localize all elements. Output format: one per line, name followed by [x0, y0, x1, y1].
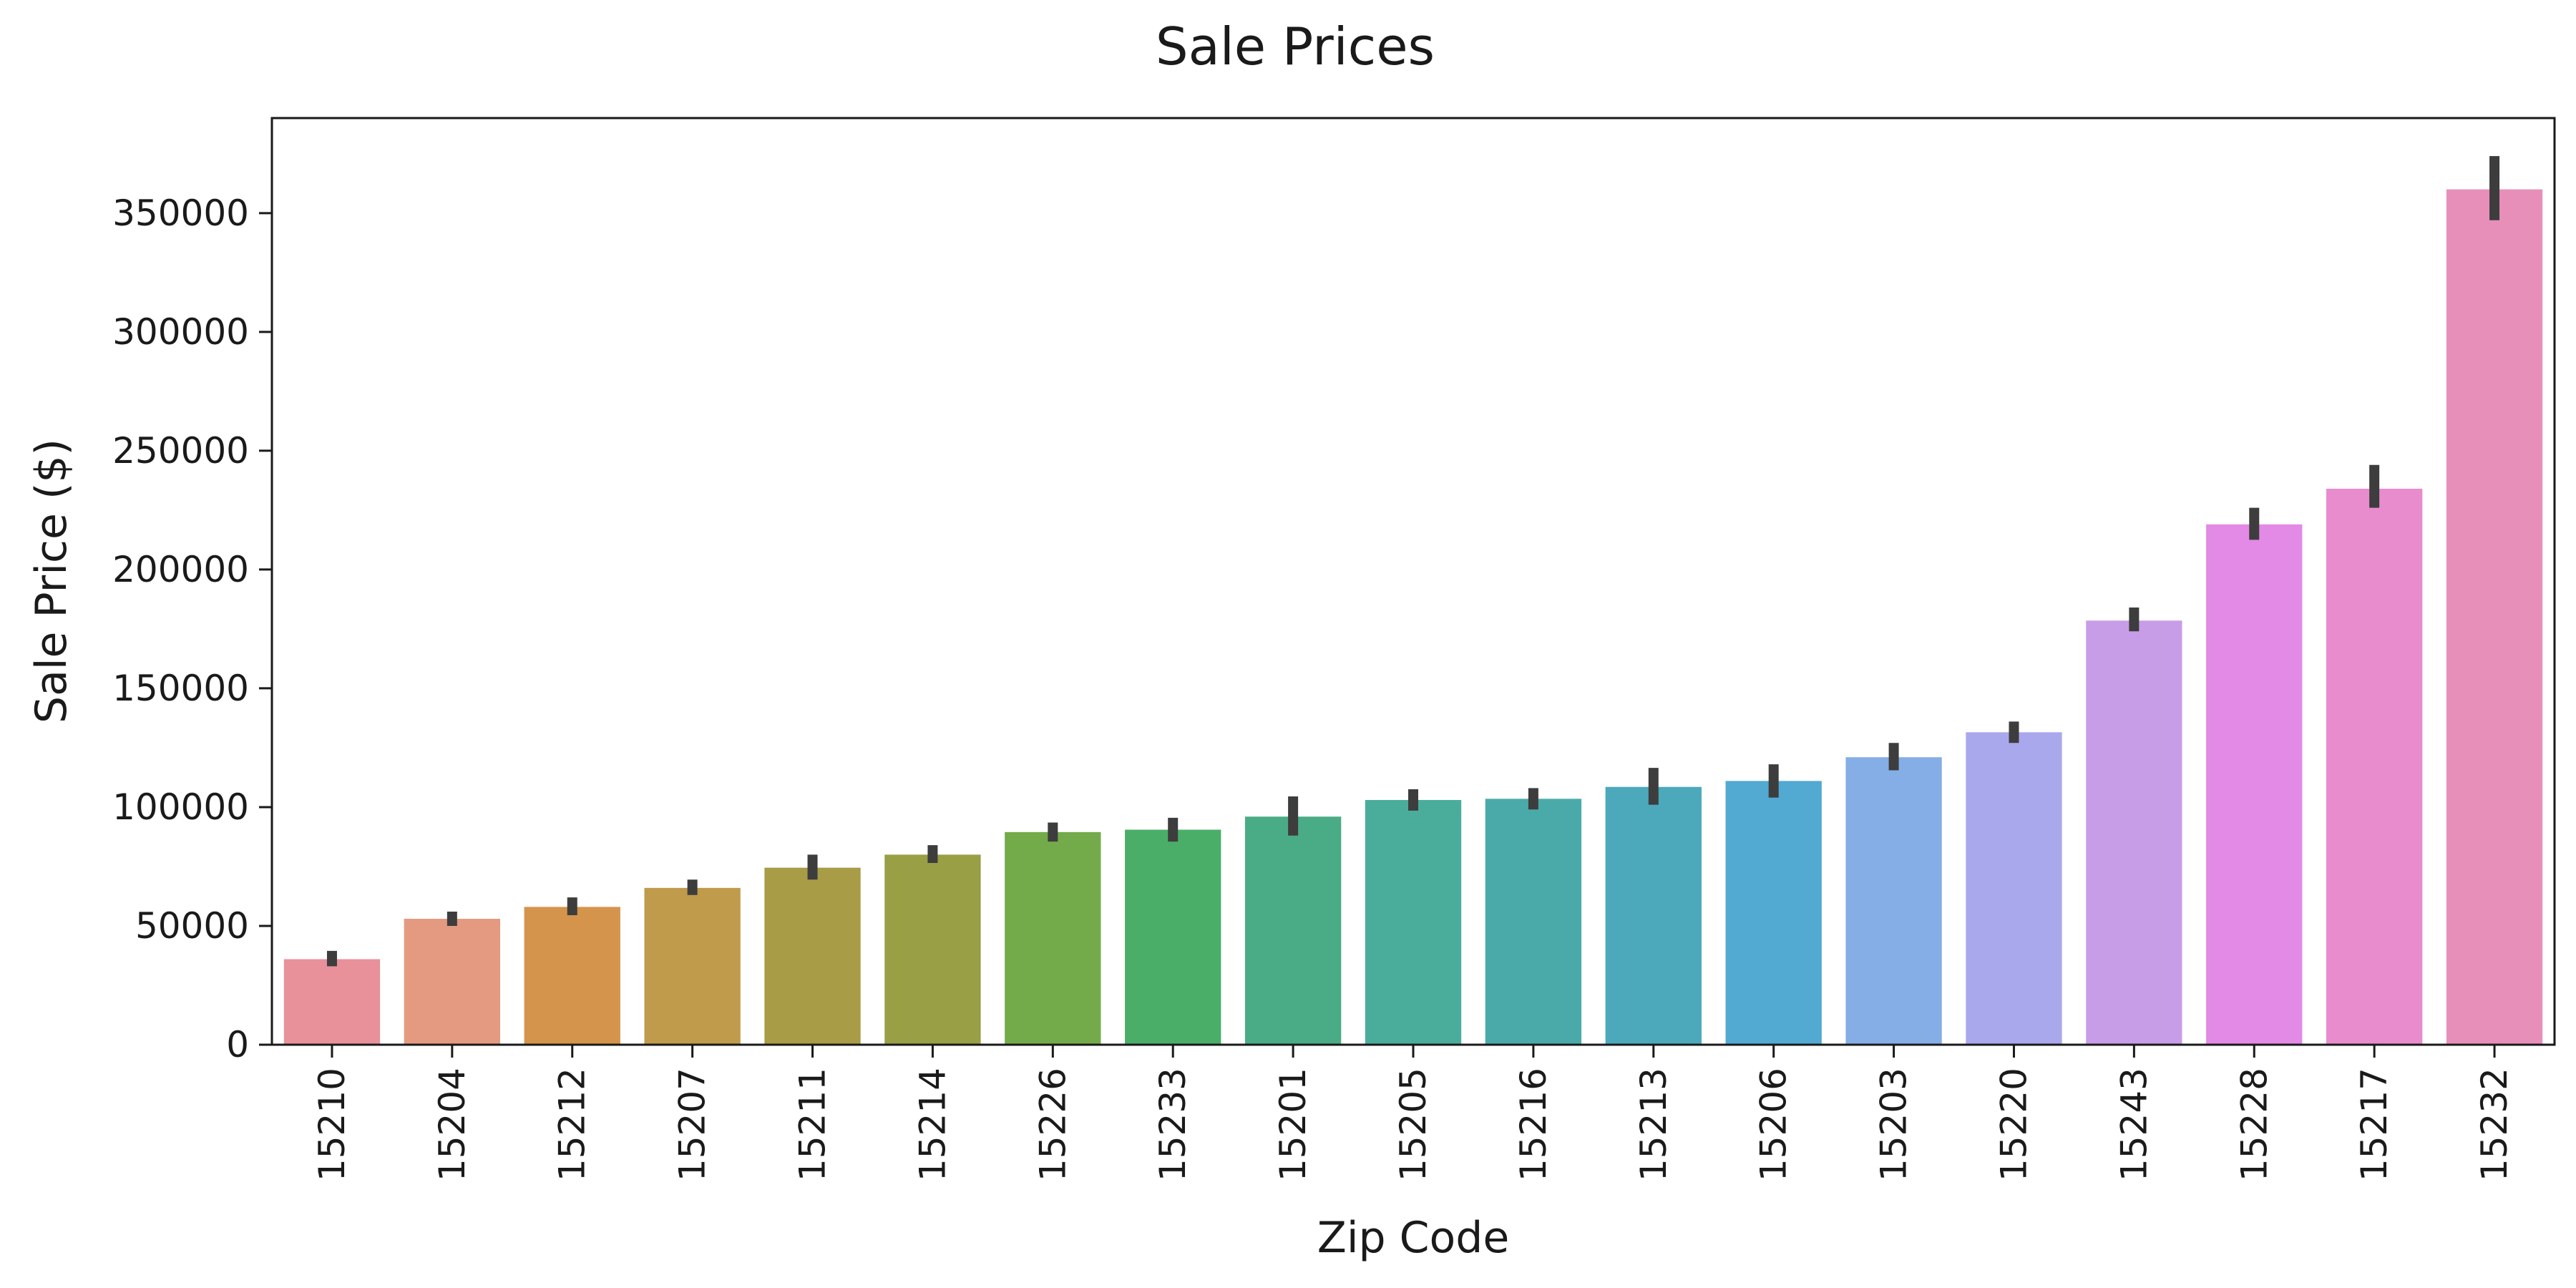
y-axis: 0 50000 100000 150000 200000 250000 300000 3500…	[112, 192, 272, 1065]
x-tick-label-15233: 15233	[1152, 1068, 1194, 1181]
x-tick-label-15212: 15212	[552, 1068, 593, 1181]
y-tick-label-50000: 50000	[135, 905, 249, 947]
y-tick-label-250000: 250000	[112, 430, 249, 472]
x-tick-label-15210: 15210	[311, 1068, 353, 1181]
y-tick-label-200000: 200000	[112, 549, 249, 590]
x-tick-label-15228: 15228	[2233, 1068, 2275, 1181]
bar-15210	[283, 959, 381, 1045]
bars-group	[283, 189, 2543, 1045]
y-tick-label-100000: 100000	[112, 786, 249, 828]
bar-15203	[1845, 757, 1942, 1045]
chart-title: Sale Prices	[1156, 16, 1435, 77]
bar-15212	[524, 907, 620, 1045]
bar-15213	[1605, 786, 1702, 1045]
bar-15204	[404, 919, 500, 1045]
x-tick-label-15211: 15211	[792, 1068, 834, 1181]
x-tick-label-15205: 15205	[1392, 1068, 1434, 1181]
x-tick-label-15226: 15226	[1032, 1068, 1073, 1181]
bar-15226	[1005, 831, 1101, 1045]
bar-15216	[1485, 799, 1582, 1045]
bar-15211	[764, 867, 861, 1045]
bar-15206	[1725, 781, 1822, 1045]
bar-15233	[1125, 829, 1221, 1045]
y-axis-label: Sale Price ($)	[26, 439, 77, 723]
bar-15207	[644, 887, 741, 1045]
x-tick-label-15207: 15207	[672, 1068, 713, 1181]
x-axis: 15210 15204 15212 15207 15211 15214 15226 15233…	[311, 1045, 2515, 1181]
x-tick-label-15201: 15201	[1272, 1068, 1314, 1181]
x-tick-label-15232: 15232	[2474, 1068, 2515, 1181]
bar-15243	[2086, 620, 2182, 1045]
x-axis-label: Zip Code	[1317, 1213, 1510, 1263]
bar-15201	[1244, 816, 1342, 1045]
x-tick-label-15214: 15214	[912, 1068, 953, 1181]
bar-15217	[2326, 489, 2423, 1045]
x-tick-label-15216: 15216	[1513, 1068, 1554, 1181]
x-tick-label-15204: 15204	[431, 1068, 473, 1181]
bar-15205	[1365, 799, 1462, 1045]
x-tick-label-15217: 15217	[2353, 1068, 2395, 1181]
x-tick-label-15213: 15213	[1633, 1068, 1674, 1181]
y-tick-label-0: 0	[226, 1024, 249, 1065]
y-tick-label-350000: 350000	[112, 192, 249, 234]
x-tick-label-15243: 15243	[2113, 1068, 2155, 1181]
x-tick-label-15220: 15220	[1993, 1068, 2034, 1181]
x-tick-label-15203: 15203	[1873, 1068, 1915, 1181]
bar-15220	[1966, 732, 2062, 1045]
y-tick-label-150000: 150000	[112, 668, 249, 709]
bar-15228	[2206, 524, 2303, 1045]
bar-15232	[2446, 189, 2543, 1045]
y-tick-label-300000: 300000	[112, 311, 249, 353]
error-bars-group	[326, 156, 2500, 967]
bar-15214	[884, 854, 981, 1045]
x-tick-label-15206: 15206	[1753, 1068, 1795, 1181]
